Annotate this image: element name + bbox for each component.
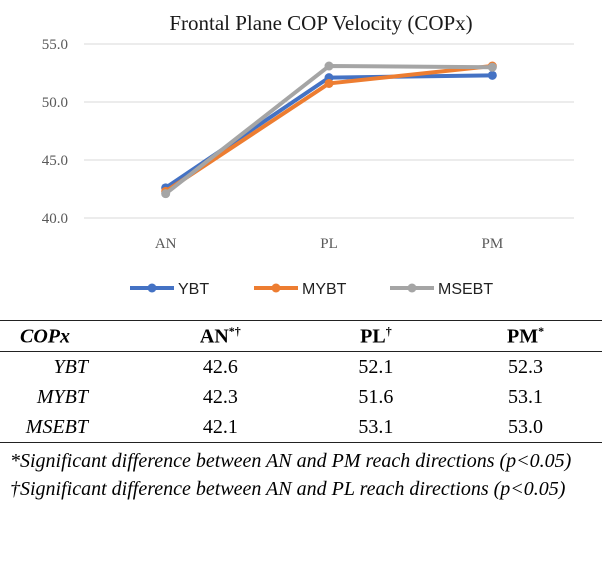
table-row: MYBT 42.3 51.6 53.1 — [0, 382, 602, 412]
table-cell: 52.1 — [358, 355, 394, 378]
header-pm: PM* — [449, 320, 602, 352]
x-tick-label: PL — [320, 236, 338, 252]
x-tick-label: PM — [481, 236, 503, 252]
footnote-an-pm: *Significant difference between AN and P… — [10, 449, 572, 472]
header-an: AN*† — [138, 320, 303, 352]
legend-label-msebt: MSEBT — [438, 281, 493, 298]
table-cell: 42.6 — [202, 355, 238, 378]
table-cell: 42.1 — [138, 411, 303, 443]
table-cell: 42.3 — [202, 385, 238, 408]
x-tick-label: AN — [155, 236, 177, 252]
y-tick-label: 50.0 — [42, 95, 68, 111]
legend-marker-mybt — [271, 283, 281, 293]
line-chart: Frontal Plane COP Velocity (COPx) 40.0 45… — [42, 11, 574, 298]
data-point-ybt — [487, 70, 497, 80]
data-point-msebt — [487, 62, 497, 72]
data-table: COPx AN*† PL† PM* YBT 42.6 52.1 52.3 MYB… — [0, 320, 602, 443]
series-line-ybt — [164, 73, 493, 190]
table-cell: 51.6 — [358, 385, 394, 408]
legend-marker-ybt — [147, 283, 157, 293]
table-cell: 53.1 — [508, 385, 544, 408]
y-tick-label: 55.0 — [42, 37, 68, 53]
table-cell: 52.3 — [508, 355, 544, 378]
table-row: MSEBT 42.1 53.1 53.0 — [0, 411, 602, 443]
legend-label-mybt: MYBT — [302, 281, 347, 298]
footnotes: *Significant difference between AN and P… — [0, 443, 602, 503]
table-header-row: COPx AN*† PL† PM* — [0, 320, 602, 352]
row-label: YBT — [53, 355, 88, 378]
y-tick-label: 40.0 — [42, 211, 68, 227]
chart-title: Frontal Plane COP Velocity (COPx) — [169, 11, 472, 35]
data-table-section: COPx AN*† PL† PM* YBT 42.6 52.1 52.3 MYB… — [0, 320, 602, 503]
y-tick-label: 45.0 — [42, 153, 68, 169]
data-point-msebt — [324, 61, 334, 71]
legend-label-ybt: YBT — [178, 281, 209, 298]
table-cell: 53.0 — [449, 411, 602, 443]
row-label: MSEBT — [0, 411, 138, 443]
row-label: MYBT — [36, 385, 88, 408]
header-copx: COPx — [0, 320, 138, 352]
data-point-msebt — [161, 189, 171, 199]
footnote-an-pl: †Significant difference between AN and P… — [10, 477, 566, 500]
data-point-mybt — [324, 78, 334, 88]
legend-marker-msebt — [407, 283, 417, 293]
header-pl: PL† — [302, 320, 450, 352]
table-row: YBT 42.6 52.1 52.3 — [0, 351, 602, 382]
table-cell: 53.1 — [302, 411, 450, 443]
chart-area: Frontal Plane COP Velocity (COPx) 40.0 45… — [42, 11, 574, 298]
